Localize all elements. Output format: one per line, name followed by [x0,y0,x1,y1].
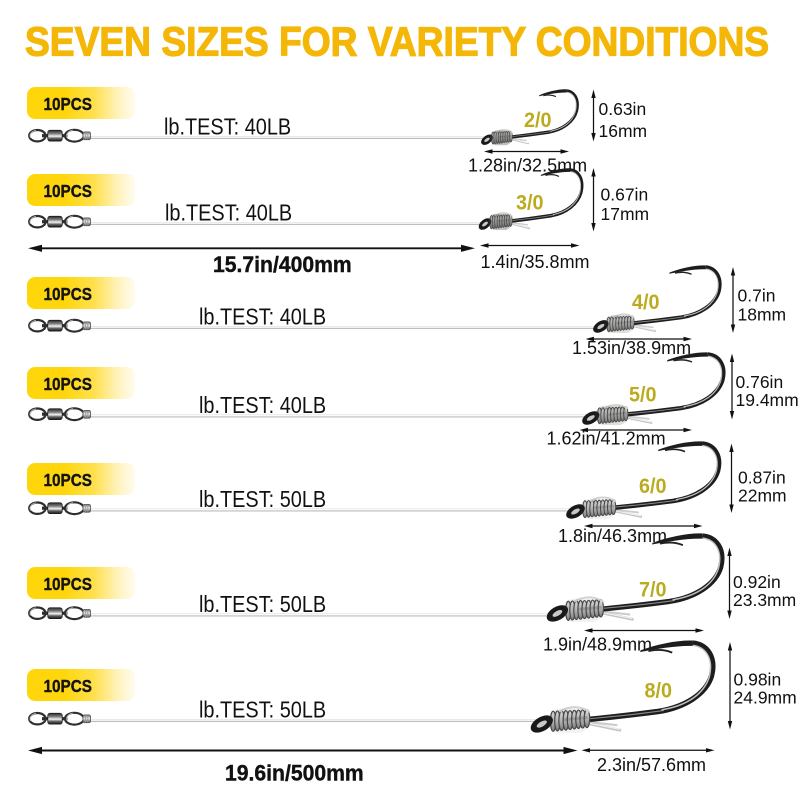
svg-text:0.87in: 0.87in [738,468,786,488]
svg-text:10PCS: 10PCS [44,374,92,394]
svg-text:10PCS: 10PCS [44,676,92,696]
svg-text:18mm: 18mm [738,305,787,325]
svg-text:5/0: 5/0 [629,383,656,407]
svg-text:lb.TEST: 40LB: lb.TEST: 40LB [165,199,292,226]
svg-text:17mm: 17mm [601,204,650,224]
svg-text:8/0: 8/0 [645,679,672,703]
svg-text:6/0: 6/0 [639,474,666,498]
svg-text:0.67in: 0.67in [601,185,649,205]
svg-text:1.9in/48.9mm: 1.9in/48.9mm [543,635,652,655]
svg-text:10PCS: 10PCS [44,284,92,304]
svg-text:2/0: 2/0 [524,108,551,132]
svg-text:1.8in/46.3mm: 1.8in/46.3mm [558,526,667,546]
svg-text:0.98in: 0.98in [734,670,782,690]
svg-text:23.3mm: 23.3mm [733,590,796,610]
svg-text:15.7in/400mm: 15.7in/400mm [213,251,352,277]
svg-text:lb.TEST: 50LB: lb.TEST: 50LB [199,696,326,723]
svg-text:lb.TEST: 40LB: lb.TEST: 40LB [164,113,291,140]
svg-text:1.53in/38.9mm: 1.53in/38.9mm [572,338,691,358]
svg-text:24.9mm: 24.9mm [734,688,797,708]
svg-text:lb.TEST: 40LB: lb.TEST: 40LB [199,303,326,330]
svg-text:0.63in: 0.63in [599,99,647,119]
svg-text:16mm: 16mm [599,121,648,141]
svg-text:10PCS: 10PCS [44,181,92,201]
svg-text:19.6in/500mm: 19.6in/500mm [225,760,364,786]
svg-text:10PCS: 10PCS [44,94,92,114]
svg-text:2.3in/57.6mm: 2.3in/57.6mm [597,755,706,775]
svg-text:1.28in/32.5mm: 1.28in/32.5mm [468,156,587,176]
svg-text:1.62in/41.2mm: 1.62in/41.2mm [547,429,666,449]
svg-text:22mm: 22mm [738,486,787,506]
svg-text:0.76in: 0.76in [736,372,784,392]
svg-text:4/0: 4/0 [632,290,659,314]
svg-text:10PCS: 10PCS [44,470,92,490]
svg-text:SEVEN SIZES FOR VARIETY CONDIT: SEVEN SIZES FOR VARIETY CONDITIONS [25,20,769,65]
svg-text:lb.TEST: 40LB: lb.TEST: 40LB [199,391,326,418]
svg-text:0.92in: 0.92in [733,572,781,592]
svg-text:3/0: 3/0 [516,191,543,215]
svg-text:lb.TEST: 50LB: lb.TEST: 50LB [199,590,326,617]
svg-text:10PCS: 10PCS [44,574,92,594]
svg-text:19.4mm: 19.4mm [736,390,799,410]
svg-text:1.4in/35.8mm: 1.4in/35.8mm [481,252,590,272]
svg-text:lb.TEST: 50LB: lb.TEST: 50LB [199,485,326,512]
svg-text:0.7in: 0.7in [738,286,776,306]
svg-text:7/0: 7/0 [639,578,666,602]
